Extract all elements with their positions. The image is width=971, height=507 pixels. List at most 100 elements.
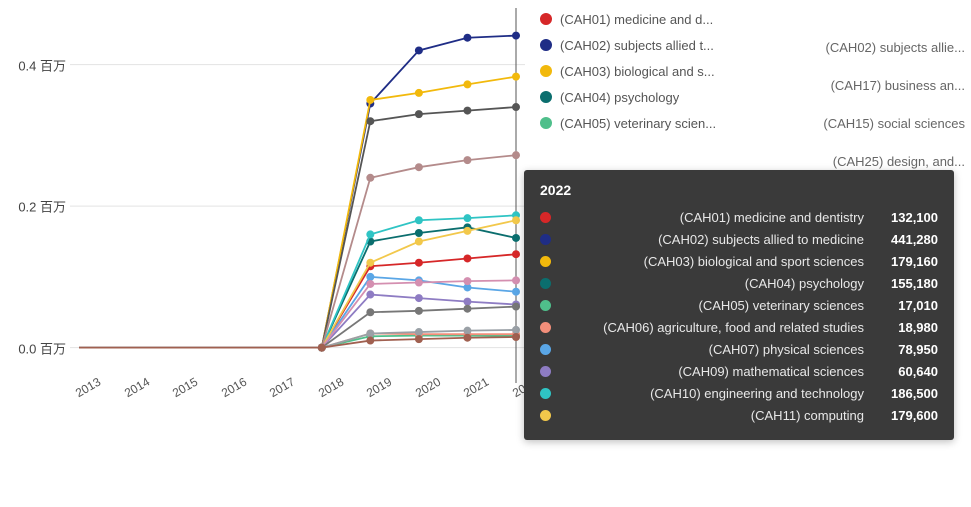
tooltip-row: (CAH05) veterinary sciences17,010: [540, 294, 938, 316]
side-category-item[interactable]: (CAH15) social sciences: [790, 116, 965, 154]
series-marker-cah03[interactable]: [512, 73, 520, 81]
tooltip-dot-icon: [540, 234, 551, 245]
series-marker-cah15[interactable]: [463, 277, 471, 285]
series-marker-cah11[interactable]: [415, 237, 423, 245]
tooltip-label: (CAH03) biological and sport sciences: [561, 254, 878, 269]
series-marker-cah02[interactable]: [463, 34, 471, 42]
series-line-cah07[interactable]: [79, 277, 516, 348]
series-marker-cah03[interactable]: [415, 89, 423, 97]
series-marker-cah17[interactable]: [415, 307, 423, 315]
series-marker-cah01[interactable]: [415, 259, 423, 267]
tooltip-row: (CAH04) psychology155,180: [540, 272, 938, 294]
series-marker-cah25[interactable]: [512, 333, 520, 341]
series-marker-cah20[interactable]: [366, 329, 374, 337]
series-marker-cah07[interactable]: [512, 288, 520, 296]
tooltip-label: (CAH01) medicine and dentistry: [561, 210, 878, 225]
legend-dot-icon: [540, 39, 552, 51]
tooltip-dot-icon: [540, 388, 551, 399]
series-marker-cah01[interactable]: [512, 250, 520, 258]
series-marker-cah12[interactable]: [463, 107, 471, 115]
series-marker-cah25[interactable]: [415, 335, 423, 343]
series-line-cah13[interactable]: [79, 155, 516, 347]
series-marker-cah03[interactable]: [463, 80, 471, 88]
y-tick-label: 0.0 百万: [8, 338, 66, 357]
series-marker-cah17[interactable]: [463, 305, 471, 313]
series-line-cah12[interactable]: [79, 107, 516, 348]
tooltip-value: 78,950: [878, 342, 938, 357]
tooltip-value: 441,280: [878, 232, 938, 247]
side-category-item[interactable]: (CAH17) business an...: [790, 78, 965, 116]
series-marker-cah11[interactable]: [366, 259, 374, 267]
tooltip-value: 179,160: [878, 254, 938, 269]
tooltip-dot-icon: [540, 366, 551, 377]
tooltip-row: (CAH07) physical sciences78,950: [540, 338, 938, 360]
plot-region[interactable]: [70, 8, 525, 383]
series-marker-cah04[interactable]: [512, 234, 520, 242]
chart-area: 0.0 百万0.2 百万0.4 百万 201320142015201620172…: [8, 8, 533, 448]
series-marker-cah25[interactable]: [318, 344, 326, 352]
series-marker-cah12[interactable]: [512, 103, 520, 111]
series-line-cah04[interactable]: [79, 227, 516, 347]
legend-dot-icon: [540, 13, 552, 25]
tooltip-label: (CAH09) mathematical sciences: [561, 364, 878, 379]
series-marker-cah09[interactable]: [463, 298, 471, 306]
legend-label: (CAH02) subjects allied t...: [560, 38, 714, 53]
tooltip-year: 2022: [540, 182, 938, 198]
series-marker-cah25[interactable]: [463, 334, 471, 342]
side-category-item[interactable]: (CAH02) subjects allie...: [790, 40, 965, 78]
series-line-cah25[interactable]: [79, 337, 516, 348]
series-marker-cah13[interactable]: [415, 163, 423, 171]
series-marker-cah20[interactable]: [463, 327, 471, 335]
series-line-cah17[interactable]: [79, 307, 516, 348]
series-marker-cah17[interactable]: [512, 303, 520, 311]
series-marker-cah09[interactable]: [366, 291, 374, 299]
series-marker-cah11[interactable]: [512, 216, 520, 224]
series-marker-cah10[interactable]: [366, 230, 374, 238]
legend-item-cah01[interactable]: (CAH01) medicine and d...: [540, 6, 740, 32]
legend-item-cah03[interactable]: (CAH03) biological and s...: [540, 58, 740, 84]
series-line-cah03[interactable]: [79, 77, 516, 348]
tooltip-dot-icon: [540, 278, 551, 289]
series-line-cah09[interactable]: [79, 295, 516, 348]
y-tick-label: 0.2 百万: [8, 197, 66, 216]
tooltip-value: 155,180: [878, 276, 938, 291]
series-marker-cah04[interactable]: [415, 229, 423, 237]
series-marker-cah12[interactable]: [415, 110, 423, 118]
series-marker-cah15[interactable]: [366, 280, 374, 288]
legend-label: (CAH03) biological and s...: [560, 64, 715, 79]
series-marker-cah13[interactable]: [463, 156, 471, 164]
series-marker-cah15[interactable]: [512, 276, 520, 284]
legend-dot-icon: [540, 91, 552, 103]
tooltip-row: (CAH03) biological and sport sciences179…: [540, 250, 938, 272]
series-marker-cah02[interactable]: [512, 32, 520, 40]
tooltip-dot-icon: [540, 256, 551, 267]
tooltip-label: (CAH06) agriculture, food and related st…: [561, 320, 878, 335]
series-marker-cah07[interactable]: [366, 273, 374, 281]
series-marker-cah09[interactable]: [415, 294, 423, 302]
series-marker-cah02[interactable]: [415, 46, 423, 54]
tooltip-label: (CAH11) computing: [561, 408, 878, 423]
series-marker-cah10[interactable]: [415, 216, 423, 224]
legend-item-cah02[interactable]: (CAH02) subjects allied t...: [540, 32, 740, 58]
series-marker-cah25[interactable]: [366, 337, 374, 345]
legend-label: (CAH05) veterinary scien...: [560, 116, 716, 131]
tooltip-label: (CAH07) physical sciences: [561, 342, 878, 357]
series-marker-cah17[interactable]: [366, 308, 374, 316]
series-marker-cah13[interactable]: [512, 151, 520, 159]
series-marker-cah15[interactable]: [415, 279, 423, 287]
series-marker-cah13[interactable]: [366, 174, 374, 182]
series-line-cah11[interactable]: [79, 220, 516, 347]
series-marker-cah20[interactable]: [512, 326, 520, 334]
tooltip-row: (CAH02) subjects allied to medicine441,2…: [540, 228, 938, 250]
tooltip-row: (CAH06) agriculture, food and related st…: [540, 316, 938, 338]
tooltip-label: (CAH02) subjects allied to medicine: [561, 232, 878, 247]
series-marker-cah12[interactable]: [366, 117, 374, 125]
legend-item-cah04[interactable]: (CAH04) psychology: [540, 84, 740, 110]
series-marker-cah20[interactable]: [415, 328, 423, 336]
series-marker-cah11[interactable]: [463, 227, 471, 235]
tooltip-dot-icon: [540, 300, 551, 311]
legend-item-cah05[interactable]: (CAH05) veterinary scien...: [540, 110, 740, 136]
series-marker-cah10[interactable]: [463, 214, 471, 222]
series-marker-cah03[interactable]: [366, 96, 374, 104]
series-marker-cah01[interactable]: [463, 254, 471, 262]
